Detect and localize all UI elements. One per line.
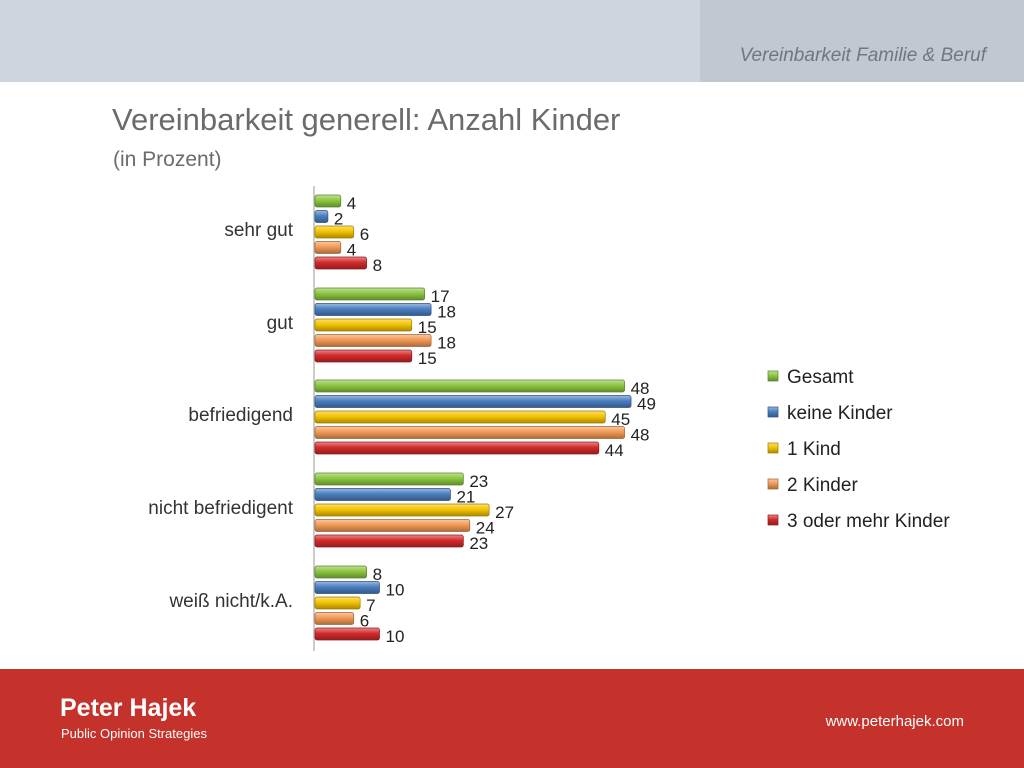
legend-swatch (767, 478, 779, 490)
legend-swatch (767, 406, 779, 418)
legend-label: Gesamt (787, 367, 854, 388)
bar-gesamt (314, 472, 464, 486)
brand-tagline: Public Opinion Strategies (61, 726, 207, 741)
bar-keine-kinder (314, 488, 451, 501)
data-label: 18 (437, 334, 456, 353)
data-label: 15 (418, 318, 437, 337)
data-label: 4 (347, 241, 356, 260)
data-label: 23 (469, 534, 488, 553)
data-label: 23 (469, 472, 488, 491)
category-label: weiß nicht/k.A. (168, 591, 293, 612)
data-label: 10 (386, 581, 405, 600)
bar-2-kinder (314, 241, 342, 254)
bar-1-kind (314, 410, 606, 424)
data-label: 49 (637, 395, 656, 414)
bar-1-kind (314, 225, 355, 239)
legend-swatch (767, 370, 779, 382)
legend-swatch (767, 514, 779, 526)
header-section-panel (700, 0, 1024, 82)
data-label: 44 (605, 441, 624, 460)
data-label: 48 (631, 379, 650, 398)
bar-gesamt (314, 194, 342, 208)
slide-title: Vereinbarkeit generell: Anzahl Kinder (112, 102, 621, 137)
bar-gesamt (314, 379, 625, 393)
bar-3-oder-mehr-kinder (314, 627, 380, 641)
slide-subtitle: (in Prozent) (113, 148, 222, 171)
data-label: 21 (456, 488, 475, 507)
bar-1-kind (314, 596, 361, 610)
legend-label: 3 oder mehr Kinder (787, 511, 950, 532)
data-label: 48 (631, 426, 650, 445)
data-label: 8 (373, 256, 382, 275)
section-label: Vereinbarkeit Familie & Beruf (739, 45, 986, 66)
category-label: nicht befriedigent (148, 498, 293, 519)
bar-2-kinder (314, 519, 471, 532)
data-label: 2 (334, 210, 343, 229)
data-label: 6 (360, 225, 369, 244)
data-label: 4 (347, 194, 356, 213)
bar-3-oder-mehr-kinder (314, 441, 600, 455)
bar-keine-kinder (314, 395, 632, 408)
bar-3-oder-mehr-kinder (314, 349, 413, 363)
data-label: 18 (437, 303, 456, 322)
category-label: gut (267, 313, 294, 334)
data-label: 27 (495, 503, 514, 522)
legend-label: keine Kinder (787, 403, 893, 424)
data-label: 10 (386, 627, 405, 646)
category-label: sehr gut (224, 220, 293, 241)
footer-url[interactable]: www.peterhajek.com (825, 713, 964, 730)
data-label: 7 (366, 596, 375, 615)
data-label: 17 (431, 287, 450, 306)
data-label: 15 (418, 349, 437, 368)
footer-bar (0, 669, 1024, 768)
data-label: 24 (476, 519, 495, 538)
bar-keine-kinder (314, 581, 380, 594)
bar-3-oder-mehr-kinder (314, 534, 464, 548)
data-label: 45 (611, 410, 630, 429)
legend-swatch (767, 442, 779, 454)
bar-2-kinder (314, 334, 432, 347)
bar-gesamt (314, 565, 367, 579)
data-label: 8 (373, 565, 382, 584)
category-label: befriedigend (188, 405, 293, 426)
bar-1-kind (314, 318, 413, 332)
bar-keine-kinder (314, 210, 329, 223)
brand-name: Peter Hajek (60, 694, 197, 722)
legend-label: 2 Kinder (787, 475, 858, 496)
legend-label: 1 Kind (787, 439, 841, 460)
bar-keine-kinder (314, 303, 432, 316)
bar-1-kind (314, 503, 490, 517)
bar-gesamt (314, 287, 426, 301)
data-label: 6 (360, 612, 369, 631)
bar-2-kinder (314, 426, 625, 439)
bar-2-kinder (314, 612, 355, 625)
bar-3-oder-mehr-kinder (314, 256, 367, 270)
